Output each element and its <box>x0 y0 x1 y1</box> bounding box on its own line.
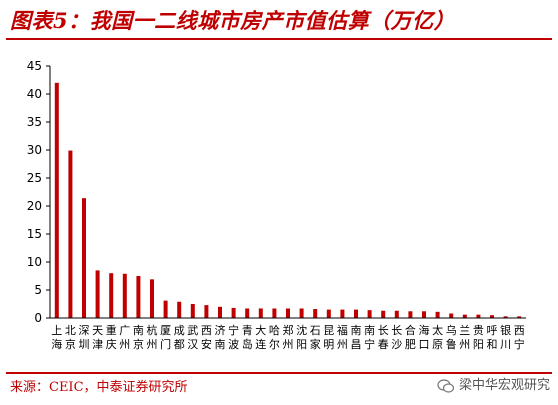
bar-深圳 <box>82 198 86 318</box>
category-label: 天津 <box>92 324 103 351</box>
bar-上海 <box>54 82 59 318</box>
category-labels: 上海北京深圳天津重庆广州南京杭州厦门成都武汉西安济南宁波青岛大连哈尔郑州沈阳石家… <box>51 323 524 351</box>
category-label: 宁波 <box>228 323 239 351</box>
y-tick-label: 20 <box>27 199 42 213</box>
bar-宁波 <box>231 307 236 318</box>
category-label: 武汉 <box>187 324 198 351</box>
category-label: 石家 <box>310 324 321 351</box>
y-tick-label: 5 <box>34 283 42 297</box>
category-label: 广州 <box>119 324 130 351</box>
bar-长春 <box>381 310 386 318</box>
bar-成都 <box>177 301 182 318</box>
bar-南宁 <box>367 310 372 318</box>
bar-太原 <box>435 311 440 318</box>
category-label: 呼和 <box>487 324 498 351</box>
bar-厦门 <box>163 300 168 318</box>
category-label: 北京 <box>65 324 76 351</box>
bar-长沙 <box>394 310 399 318</box>
category-label: 深圳 <box>79 324 90 351</box>
bar-哈尔滨 <box>272 308 277 318</box>
bar-济南 <box>218 306 222 318</box>
y-tick-label: 10 <box>27 255 42 269</box>
bar-昆明 <box>326 309 331 318</box>
bar-乌鲁木齐 <box>449 313 454 318</box>
chart-title: 图表5：我国一二线城市房产市值估算（万亿） <box>10 8 456 33</box>
y-tick-label: 25 <box>27 171 42 185</box>
category-label: 合肥 <box>405 323 416 351</box>
bar-兰州 <box>462 314 467 318</box>
category-label: 银川 <box>500 323 511 351</box>
category-label: 济南 <box>215 323 226 351</box>
y-tick-label: 45 <box>27 59 42 73</box>
bar-合肥 <box>408 311 413 318</box>
bar-青岛 <box>245 308 250 318</box>
bars <box>54 82 522 318</box>
category-label: 重庆 <box>106 323 117 351</box>
category-label: 长沙 <box>391 324 402 351</box>
category-label: 昆明 <box>323 324 334 351</box>
bar-武汉 <box>190 304 195 318</box>
category-label: 郑州 <box>283 323 294 351</box>
category-label: 厦门 <box>160 324 171 351</box>
category-label: 南昌 <box>351 324 362 351</box>
y-tick-label: 30 <box>27 143 42 157</box>
category-label: 上海 <box>51 324 62 351</box>
category-label: 杭州 <box>147 323 158 351</box>
footer-divider <box>6 372 552 374</box>
y-tick-label: 40 <box>27 87 42 101</box>
bar-郑州 <box>286 308 290 318</box>
bar-chart: 0 5 10 15 20 25 30 35 40 45 上海北京深圳天津重庆广州南京杭州厦门成都武… <box>27 59 526 351</box>
category-label: 大连 <box>255 323 266 351</box>
category-label: 太原 <box>432 324 443 351</box>
bar-福州 <box>340 309 345 318</box>
watermark-text: 梁中华宏观研究 <box>458 378 550 393</box>
y-axis: 0 5 10 15 20 25 30 35 40 45 <box>27 59 51 325</box>
bar-大连 <box>258 308 263 318</box>
bar-西宁 <box>517 316 522 318</box>
bar-南京 <box>136 276 141 318</box>
bar-西安 <box>204 305 209 318</box>
bar-杭州 <box>150 279 154 318</box>
bar-海口 <box>422 311 426 318</box>
title-divider <box>6 38 552 40</box>
category-label: 长春 <box>378 324 389 351</box>
category-label: 南京 <box>133 324 144 351</box>
bar-银川 <box>503 316 508 318</box>
category-label: 乌鲁 <box>446 323 457 351</box>
category-label: 兰州 <box>459 324 470 351</box>
y-tick-label: 35 <box>27 115 42 129</box>
category-label: 西宁 <box>514 324 525 351</box>
bar-广州 <box>122 273 127 318</box>
category-label: 西安 <box>201 324 212 351</box>
bar-重庆 <box>109 273 114 318</box>
source-note: 来源：CEIC，中泰证券研究所 <box>10 380 188 395</box>
category-label: 成都 <box>174 324 185 351</box>
category-label: 青岛 <box>242 324 253 351</box>
category-label: 哈尔 <box>269 324 280 351</box>
y-tick-label: 15 <box>27 227 42 241</box>
bar-呼和浩特 <box>490 315 494 318</box>
bar-天津 <box>95 270 100 318</box>
y-tick-label: 0 <box>34 311 42 325</box>
category-label: 南宁 <box>364 324 375 351</box>
bar-南昌 <box>354 309 358 318</box>
bar-沈阳 <box>299 308 304 318</box>
bar-北京 <box>68 150 73 318</box>
wechat-icon <box>437 379 455 393</box>
watermark: 梁中华宏观研究 <box>437 374 550 398</box>
bar-石家庄 <box>313 309 318 318</box>
category-label: 沈阳 <box>296 323 307 351</box>
category-label: 贵阳 <box>473 324 484 351</box>
category-label: 海口 <box>419 323 430 351</box>
category-label: 福州 <box>337 323 348 351</box>
bar-贵阳 <box>476 314 481 318</box>
